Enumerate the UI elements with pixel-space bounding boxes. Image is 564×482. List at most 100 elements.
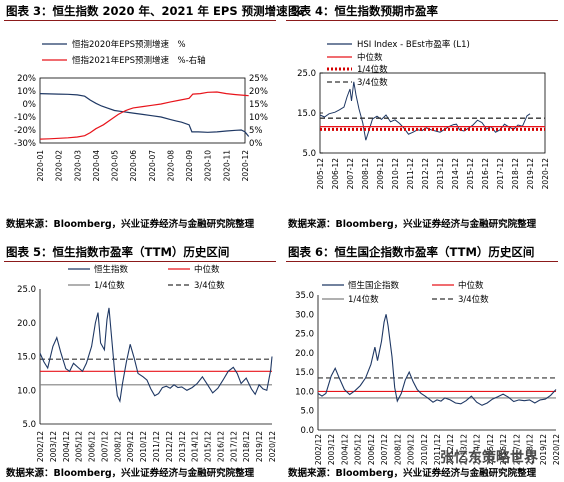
x-tick-label: 2009/12 (126, 431, 135, 462)
y-right-tick-label: 0% (249, 139, 263, 149)
x-tick-label: 2014/12 (473, 434, 482, 465)
source-note: 数据来源：Bloomberg，兴业证券经济与金融研究院整理 (288, 468, 537, 479)
x-tick-label: 2002/12 (36, 431, 45, 462)
x-tick-label: 2020-08 (166, 150, 175, 182)
x-tick-label: 2019-12 (526, 158, 535, 190)
x-tick-label: 2005-12 (316, 158, 325, 190)
x-tick-label: 2010/12 (420, 434, 429, 465)
legend-label-1: 中位数 (194, 264, 220, 275)
x-tick-label: 2014-12 (451, 158, 460, 190)
y-left-tick-label: 20% (17, 74, 36, 84)
x-tick-label: 2017/12 (512, 434, 521, 465)
y-right-tick-label: 5% (249, 126, 263, 136)
y-tick-label: 15.0 (297, 109, 316, 119)
x-tick-label: 2016/12 (499, 434, 508, 465)
watermark-text: 张忆东策略世界 (440, 450, 538, 466)
x-tick-label: 2020-04 (92, 150, 101, 182)
x-tick-label: 2012/12 (165, 431, 174, 462)
x-tick-label: 2005/12 (75, 431, 84, 462)
y-tick-label: 5.0 (22, 420, 36, 430)
x-tick-label: 2003/12 (327, 434, 336, 465)
x-tick-label: 2019/12 (539, 434, 548, 465)
x-tick-label: 2020/12 (268, 431, 277, 462)
title-rule (4, 20, 276, 21)
x-tick-label: 2015-12 (466, 158, 475, 190)
series-line-0 (317, 314, 557, 406)
x-tick-label: 2002/12 (314, 434, 323, 465)
x-tick-label: 2007/12 (100, 431, 109, 462)
x-tick-label: 2016-12 (481, 158, 490, 190)
y-tick-label: 15.0 (295, 368, 314, 378)
x-tick-label: 2020-12 (241, 150, 250, 182)
x-tick-label: 2009/12 (407, 434, 416, 465)
chart-p3: 20%10%0%-10%-20%-30%25%20%15%10%5%0%2020… (14, 39, 268, 182)
x-tick-label: 2020-09 (185, 150, 194, 182)
y-right-tick-label: 20% (249, 87, 268, 97)
x-tick-label: 2003/12 (49, 431, 58, 462)
x-tick-label: 2020-11 (222, 150, 231, 182)
y-tick-label: 15.0 (17, 353, 36, 363)
chart-panel-p5: 图表 5：恒生指数市盈率（TTM）历史区间 25.0 20.0 15.0 10.0 5.… (0, 241, 282, 482)
x-tick-label: 2018-12 (511, 158, 520, 190)
y-left-tick-label: -30% (14, 139, 36, 149)
y-tick-label: 5.0 (300, 407, 314, 417)
y-tick-label: 20.0 (295, 349, 314, 359)
x-tick-label: 2015/12 (486, 434, 495, 465)
x-tick-label: 2004/12 (62, 431, 71, 462)
legend-label-2: 1/4位数 (348, 294, 379, 305)
y-tick-label: 30.0 (295, 310, 314, 320)
title-rule (286, 20, 558, 21)
legend-label-0: 恒生国企指数 (348, 280, 400, 291)
legend-label-1: 中位数 (458, 280, 484, 291)
x-tick-label: 2020-02 (55, 150, 64, 182)
x-tick-label: 2011/12 (152, 431, 161, 462)
x-tick-label: 2020-05 (111, 150, 120, 182)
y-tick-label: 5.0 (302, 149, 316, 159)
x-tick-label: 2010-12 (391, 158, 400, 190)
x-tick-label: 2007/12 (380, 434, 389, 465)
title-rule (286, 261, 558, 262)
y-right-tick-label: 10% (249, 113, 268, 123)
series-line-0 (39, 93, 250, 137)
y-left-tick-label: -10% (14, 113, 36, 123)
x-tick-label: 2006/12 (88, 431, 97, 462)
chart-title: 图表 4：恒生指数预期市盈率 (288, 4, 439, 18)
x-tick-label: 2006/12 (367, 434, 376, 465)
y-left-tick-label: -20% (14, 126, 36, 136)
x-tick-label: 2013/12 (178, 431, 187, 462)
x-tick-label: 2020-01 (36, 150, 45, 182)
x-tick-label: 2009-12 (376, 158, 385, 190)
legend-label-0: 恒生指数 (94, 264, 129, 275)
legend-label-0: 恒指2020年EPS预测增速 % (72, 39, 186, 50)
x-tick-label: 2011-12 (406, 158, 415, 190)
y-tick-label: 10.0 (17, 386, 36, 396)
x-tick-label: 2020/12 (552, 434, 561, 465)
title-rule (4, 261, 276, 262)
source-note: 数据来源：Bloomberg，兴业证券经济与金融研究院整理 (6, 468, 255, 479)
x-tick-label: 2008-12 (361, 158, 370, 190)
x-tick-label: 2017-12 (496, 158, 505, 190)
legend-label-3: 3/4位数 (458, 294, 489, 305)
series-line-0 (39, 307, 273, 403)
x-tick-label: 2015/12 (204, 431, 213, 462)
legend-label-3: 3/4位数 (194, 280, 225, 291)
y-left-tick-label: 10% (17, 87, 36, 97)
y-tick-label: 25.0 (295, 330, 314, 340)
x-tick-label: 2012/12 (446, 434, 455, 465)
y-tick-label: 10.0 (295, 387, 314, 397)
x-tick-label: 2014/12 (191, 431, 200, 462)
x-tick-label: 2004/12 (340, 434, 349, 465)
x-tick-label: 2020-07 (148, 150, 157, 182)
x-tick-label: 2013/12 (459, 434, 468, 465)
legend-label-0: HSI Index - BEst市盈率 (L1) (357, 39, 470, 50)
x-tick-label: 2018/12 (526, 434, 535, 465)
x-tick-label: 2013-12 (436, 158, 445, 190)
source-note: 数据来源：Bloomberg，兴业证券经济与金融研究院整理 (6, 219, 255, 230)
y-tick-label: 0.0 (300, 426, 314, 436)
x-tick-label: 2020-03 (73, 150, 82, 182)
y-tick-label: 20.0 (17, 319, 36, 329)
x-tick-label: 2016/12 (216, 431, 225, 462)
y-right-tick-label: 15% (249, 100, 268, 110)
